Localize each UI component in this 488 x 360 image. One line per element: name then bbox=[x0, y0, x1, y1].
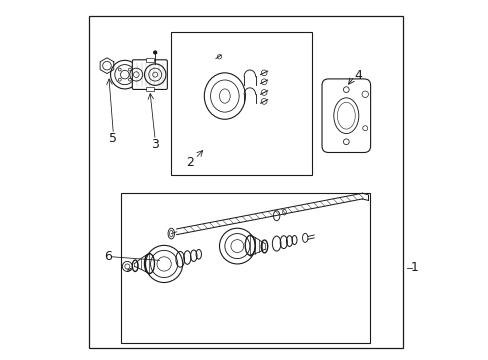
Bar bbox=[89, 16, 403, 348]
Circle shape bbox=[153, 51, 156, 54]
Bar bbox=[121, 193, 369, 342]
FancyBboxPatch shape bbox=[132, 60, 167, 89]
Text: 6: 6 bbox=[103, 250, 111, 263]
Text: 4: 4 bbox=[354, 69, 362, 82]
FancyBboxPatch shape bbox=[322, 79, 370, 153]
Bar bbox=[171, 32, 312, 175]
Bar bbox=[145, 87, 154, 91]
Text: 2: 2 bbox=[186, 156, 194, 169]
Text: 1: 1 bbox=[410, 261, 418, 274]
Text: 3: 3 bbox=[151, 138, 159, 151]
Text: 5: 5 bbox=[109, 132, 117, 145]
Bar bbox=[145, 58, 154, 63]
